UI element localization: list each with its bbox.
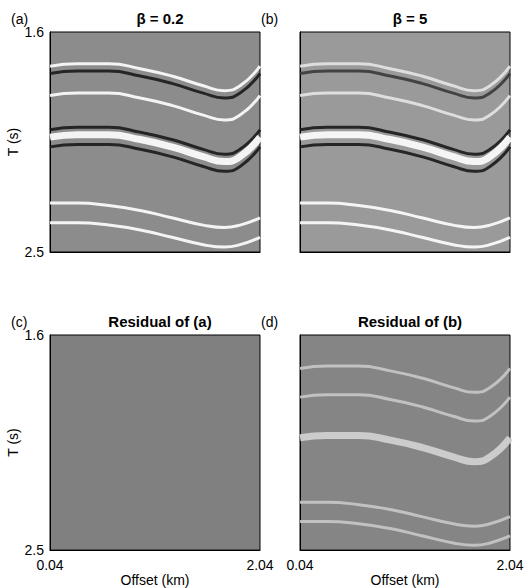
svg-text:(c): (c)	[11, 314, 27, 330]
svg-text:β = 5: β = 5	[393, 10, 428, 27]
svg-text:1.6: 1.6	[25, 327, 45, 343]
svg-text:(d): (d)	[261, 314, 278, 330]
svg-text:1.6: 1.6	[24, 24, 44, 40]
svg-text:Offset (km): Offset (km)	[121, 572, 190, 588]
svg-text:(b): (b)	[261, 11, 278, 27]
svg-text:T (s): T (s)	[5, 128, 21, 157]
svg-text:2.04: 2.04	[496, 557, 523, 573]
svg-text:2.5: 2.5	[25, 244, 45, 260]
svg-text:Offset (km): Offset (km)	[371, 572, 440, 588]
svg-text:Residual of (a): Residual of (a)	[108, 313, 211, 330]
svg-text:2.04: 2.04	[246, 557, 273, 573]
svg-text:Residual of (b): Residual of (b)	[358, 313, 462, 330]
svg-text:(a): (a)	[11, 11, 28, 27]
svg-text:T (s): T (s)	[5, 428, 21, 457]
svg-text:0.04: 0.04	[286, 557, 313, 573]
svg-text:β = 0.2: β = 0.2	[136, 10, 183, 27]
svg-text:2.5: 2.5	[25, 542, 45, 558]
svg-text:0.04: 0.04	[36, 557, 63, 573]
